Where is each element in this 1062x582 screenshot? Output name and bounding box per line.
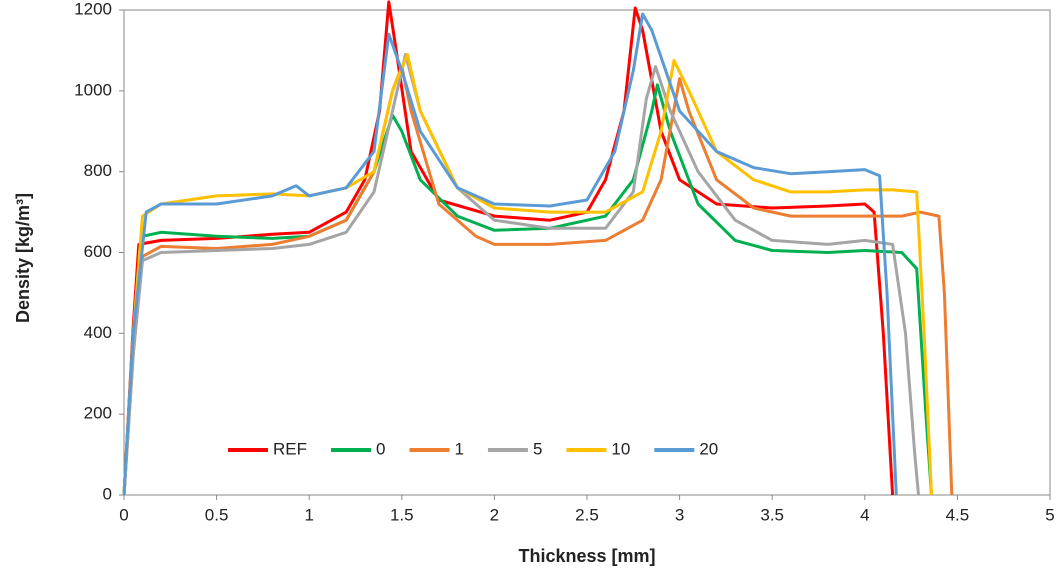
legend-label: 0 [376,439,385,458]
x-tick-label: 0 [119,505,128,524]
series-line [122,53,920,496]
x-tick-label: 5 [1045,505,1054,524]
series-line [122,53,933,496]
x-tick-label: 1 [304,505,313,524]
y-tick-label: 800 [84,161,112,180]
y-tick-label: 400 [84,323,112,342]
x-tick-label: 1.5 [390,505,414,524]
x-tick-label: 2.5 [575,505,599,524]
series-line [122,65,954,496]
x-axis-title: Thickness [mm] [518,546,655,566]
legend-label: 5 [533,439,542,458]
series-line [122,83,933,496]
legend-label: REF [273,439,307,458]
x-tick-label: 4 [860,505,869,524]
legend-label: 1 [454,439,463,458]
y-tick-label: 1200 [74,0,112,18]
x-tick-label: 4.5 [946,505,970,524]
legend-label: 10 [611,439,630,458]
x-tick-label: 2 [490,505,499,524]
y-axis-title: Density [kg/m³] [13,193,33,323]
series-line [122,0,895,496]
x-tick-label: 3 [675,505,684,524]
series-line [122,12,898,496]
y-tick-label: 1000 [74,80,112,99]
x-tick-label: 0.5 [205,505,229,524]
x-tick-label: 3.5 [760,505,784,524]
y-tick-label: 0 [103,484,112,503]
legend-label: 20 [699,439,718,458]
y-tick-label: 200 [84,404,112,423]
y-tick-label: 600 [84,242,112,261]
